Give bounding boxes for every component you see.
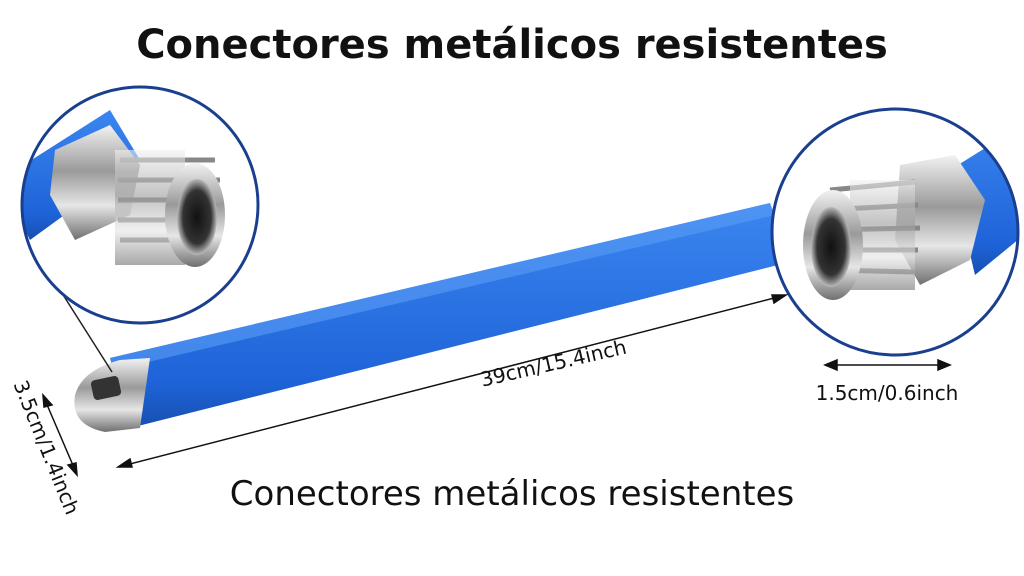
square-socket [90, 376, 122, 400]
zoom-left-border [20, 85, 260, 325]
dimension-arrows [42, 294, 952, 478]
bar-highlight [110, 203, 775, 370]
zoom-left [22, 87, 258, 323]
connector-label: 1.5cm/0.6inch [816, 381, 959, 405]
zoom-right-border [770, 107, 1020, 357]
zoom-right [772, 109, 1018, 355]
pointer-line [59, 289, 113, 373]
title: Conectores metálicos resistentes [136, 22, 888, 68]
length-label: 39cm/15.4inch [478, 335, 629, 392]
caption: Conectores metálicos resistentes [230, 474, 794, 514]
bar [110, 203, 790, 428]
